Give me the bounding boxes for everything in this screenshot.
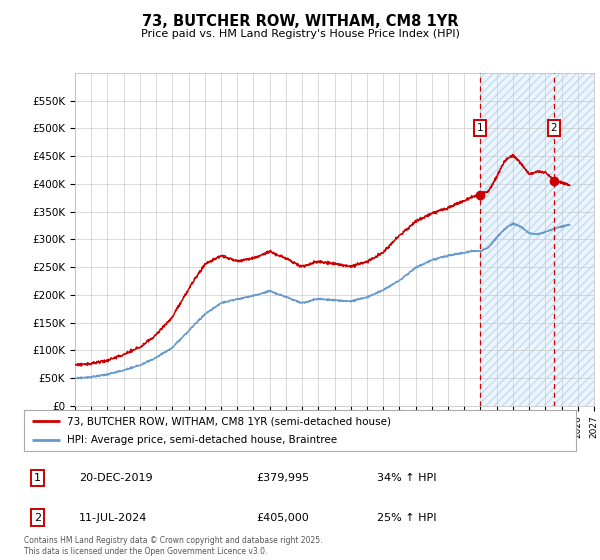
Text: 73, BUTCHER ROW, WITHAM, CM8 1YR (semi-detached house): 73, BUTCHER ROW, WITHAM, CM8 1YR (semi-d… [67, 417, 391, 426]
Text: 1: 1 [34, 473, 41, 483]
Text: £405,000: £405,000 [256, 512, 308, 522]
Text: 20-DEC-2019: 20-DEC-2019 [79, 473, 153, 483]
Text: HPI: Average price, semi-detached house, Braintree: HPI: Average price, semi-detached house,… [67, 435, 337, 445]
Text: 73, BUTCHER ROW, WITHAM, CM8 1YR: 73, BUTCHER ROW, WITHAM, CM8 1YR [142, 14, 458, 29]
Text: Price paid vs. HM Land Registry's House Price Index (HPI): Price paid vs. HM Land Registry's House … [140, 29, 460, 39]
Bar [481, 73, 594, 406]
Text: 34% ↑ HPI: 34% ↑ HPI [377, 473, 437, 483]
Text: Contains HM Land Registry data © Crown copyright and database right 2025.
This d: Contains HM Land Registry data © Crown c… [24, 536, 323, 556]
Text: 25% ↑ HPI: 25% ↑ HPI [377, 512, 437, 522]
Text: 2: 2 [551, 123, 557, 133]
Text: 2: 2 [34, 512, 41, 522]
Text: 1: 1 [476, 123, 483, 133]
Bar [481, 73, 594, 406]
Text: £379,995: £379,995 [256, 473, 309, 483]
Text: 11-JUL-2024: 11-JUL-2024 [79, 512, 148, 522]
